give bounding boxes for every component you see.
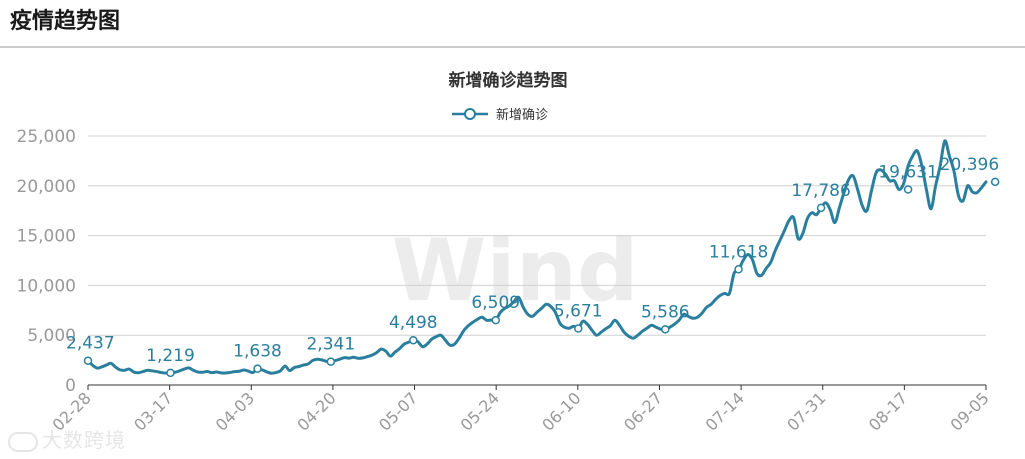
page-title: 疫情趋势图 — [10, 9, 121, 34]
y-tick-label: 15,000 — [17, 227, 76, 247]
data-point[interactable] — [491, 315, 501, 325]
data-labels: 2,437 1,219 1,638 2,341 4,498 6,509 5,671 5,586… — [66, 155, 999, 366]
title-divider — [0, 46, 1025, 48]
x-axis-tick-labels: 02-28 03-17 04-03 04-20 05-07 05-24 06-10 06-27… — [49, 388, 993, 434]
data-label: 5,586 — [641, 302, 690, 322]
chart-title: 新增确诊趋势图 — [449, 70, 568, 91]
legend[interactable]: 新增确诊 — [452, 107, 548, 123]
y-tick-label: 25,000 — [17, 127, 76, 147]
x-tick-label: 03-17 — [130, 388, 176, 434]
data-label: 4,498 — [389, 313, 438, 333]
legend-marker-icon — [464, 108, 476, 120]
data-point[interactable] — [326, 357, 336, 366]
y-axis-tick-labels: 0 5,000 10,000 15,000 20,000 25,000 — [17, 127, 76, 396]
series-line-新增确诊 — [86, 139, 988, 375]
data-point[interactable] — [816, 203, 826, 213]
data-point[interactable] — [573, 324, 583, 333]
cloud-logo-icon — [8, 431, 38, 452]
data-label: 17,786 — [791, 181, 850, 201]
data-label: 20,396 — [940, 155, 999, 175]
y-tick-label: 10,000 — [17, 276, 76, 296]
data-point[interactable] — [409, 335, 418, 345]
gridlines — [88, 135, 986, 336]
x-tick-label: 09-05 — [947, 388, 993, 434]
x-axis-ticks — [87, 385, 987, 390]
data-point-markers — [83, 177, 1000, 378]
data-label: 2,341 — [306, 335, 355, 355]
data-point[interactable] — [661, 325, 670, 334]
x-tick-label: 06-27 — [620, 388, 666, 434]
data-point[interactable] — [903, 185, 913, 194]
x-tick-label: 05-24 — [457, 388, 503, 434]
y-tick-label: 0 — [65, 376, 76, 396]
x-tick-label: 06-10 — [538, 388, 584, 434]
data-point[interactable] — [990, 177, 1000, 187]
data-label: 2,437 — [66, 334, 115, 354]
watermark-wind: Wind — [391, 221, 638, 321]
x-tick-label: 04-03 — [212, 388, 258, 434]
x-tick-label: 07-14 — [702, 388, 748, 434]
x-tick-label: 07-31 — [783, 388, 829, 434]
data-point[interactable] — [166, 368, 175, 378]
legend-label: 新增确诊 — [496, 107, 548, 123]
corner-watermark-text: 大数跨境 — [42, 428, 126, 452]
data-label: 5,671 — [554, 302, 603, 322]
data-label: 11,618 — [709, 242, 768, 262]
data-label: 1,219 — [146, 346, 195, 366]
x-tick-label: 08-17 — [865, 388, 911, 434]
data-point[interactable] — [253, 364, 262, 373]
data-label: 19,631 — [878, 162, 937, 182]
data-label: 6,509 — [471, 293, 520, 313]
x-tick-label: 05-07 — [375, 388, 421, 434]
y-tick-label: 5,000 — [27, 326, 76, 346]
y-tick-label: 20,000 — [17, 177, 76, 197]
data-point[interactable] — [83, 356, 93, 365]
x-tick-label: 04-20 — [293, 388, 339, 434]
data-point[interactable] — [734, 265, 743, 274]
corner-watermark: 大数跨境 — [8, 424, 126, 453]
data-label: 1,638 — [233, 342, 282, 362]
